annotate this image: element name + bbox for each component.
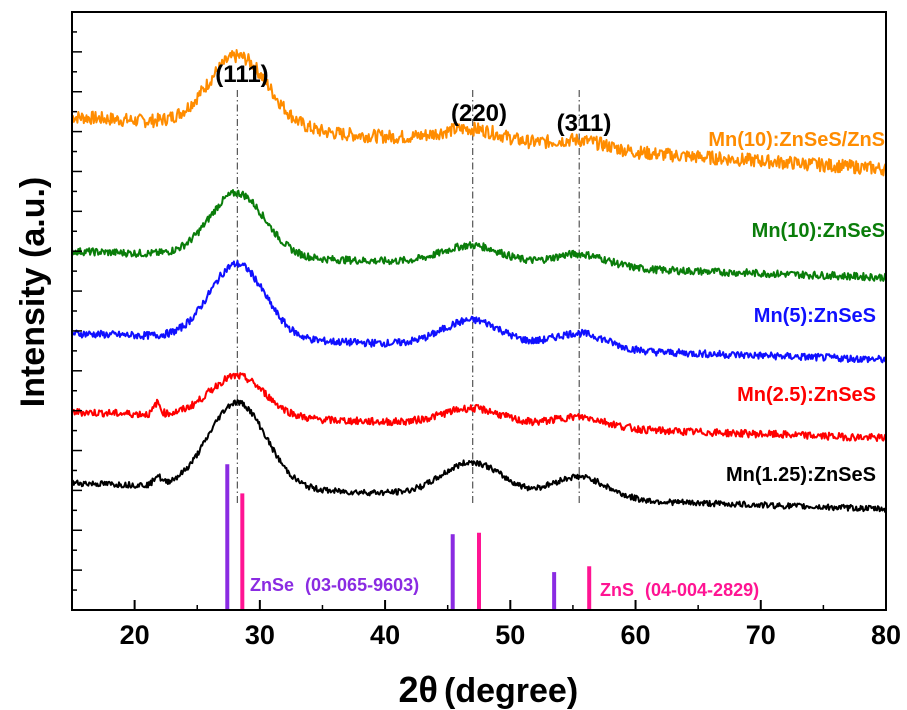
series-line xyxy=(71,372,887,442)
x-tick-label: 70 xyxy=(746,620,776,650)
ref-name-znse: ZnSe xyxy=(250,575,294,595)
ref-label-znse: ZnSe (03-065-9603) xyxy=(250,575,419,595)
peak-plane-guides xyxy=(236,90,580,505)
ref-name-zns: ZnS xyxy=(600,580,634,600)
series-label-mn10-core-shell: Mn(10):ZnSeS/ZnS xyxy=(708,129,885,151)
reference-stick xyxy=(587,566,592,610)
reference-stick xyxy=(240,493,245,610)
series-label-mn1-25: Mn(1.25):ZnSeS xyxy=(726,464,876,486)
reference-stick xyxy=(450,534,455,610)
series-label-mn2-5: Mn(2.5):ZnSeS xyxy=(737,384,876,406)
series-line xyxy=(71,399,887,513)
reference-stick xyxy=(552,572,557,610)
series-line xyxy=(71,49,887,177)
series-label-mn5: Mn(5):ZnSeS xyxy=(754,305,876,327)
ref-code-znse: (03-065-9603) xyxy=(305,575,419,595)
x-tick-label: 40 xyxy=(370,620,400,650)
y-axis-title: Intensity (a.u.) xyxy=(14,177,52,407)
x-axis-title-unit: (degree) xyxy=(444,672,578,710)
x-axis-title-main: 2θ xyxy=(399,669,438,710)
x-tick-label: 20 xyxy=(120,620,150,650)
x-tick-label: 30 xyxy=(245,620,275,650)
x-tick-label: 80 xyxy=(871,620,901,650)
ref-code-zns: (04-004-2829) xyxy=(645,580,759,600)
ref-label-zns: ZnS (04-004-2829) xyxy=(600,580,759,600)
plane-label-111: (111) xyxy=(215,61,268,88)
axis-ticks: 20 30 40 50 60 70 80 xyxy=(71,31,901,650)
series-line xyxy=(71,189,887,282)
series-group xyxy=(71,49,887,513)
reference-stick xyxy=(225,464,230,610)
x-tick-label: 60 xyxy=(621,620,651,650)
plane-label-311: (311) xyxy=(557,110,612,137)
series-line xyxy=(71,259,887,364)
reference-stick xyxy=(477,532,481,610)
series-label-mn10: Mn(10):ZnSeS xyxy=(752,220,885,242)
x-tick-label: 50 xyxy=(495,620,525,650)
reference-lines xyxy=(225,464,592,610)
plane-label-220: (220) xyxy=(451,100,507,127)
